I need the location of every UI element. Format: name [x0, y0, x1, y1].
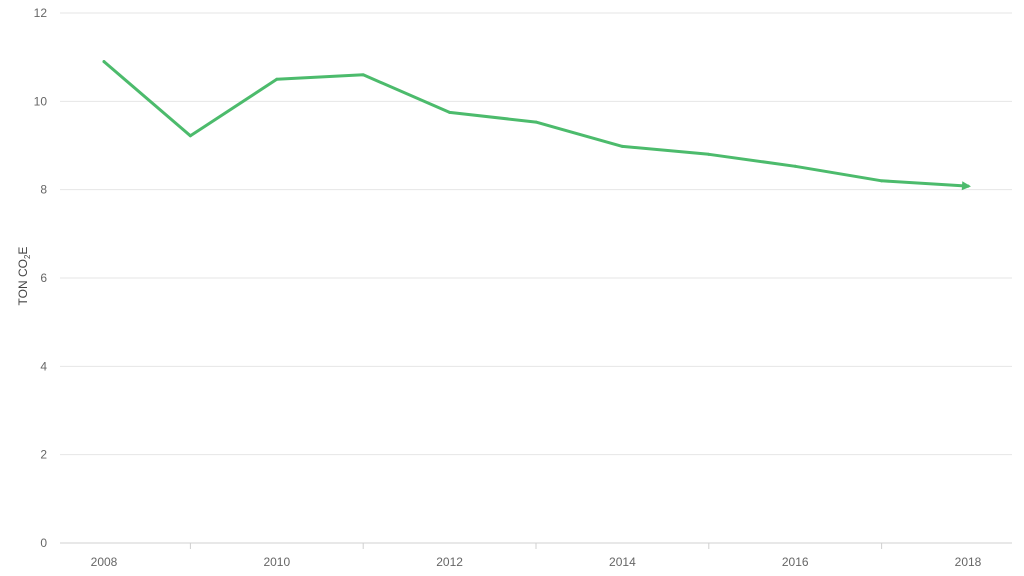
- data-point: [448, 110, 452, 114]
- y-gridlines: [60, 12, 1012, 456]
- x-tick-labels: 2008 2010 2012 2014 2016 2018: [91, 555, 982, 569]
- data-point: [361, 73, 365, 77]
- series-line: [102, 60, 970, 188]
- x-tick-label: 2014: [609, 555, 636, 569]
- data-point: [620, 144, 624, 148]
- x-tick-label: 2016: [782, 555, 809, 569]
- y-tick-label: 10: [34, 94, 48, 108]
- data-point: [880, 179, 884, 183]
- series-end-arrow: [961, 181, 971, 191]
- y-tick-label: 8: [40, 183, 47, 197]
- data-point: [275, 77, 279, 81]
- y-tick-label: 6: [40, 271, 47, 285]
- series-group: [102, 60, 971, 191]
- y-tick-label: 4: [40, 359, 47, 373]
- data-point: [534, 120, 538, 124]
- x-axis: [60, 542, 1012, 549]
- data-point: [793, 164, 797, 168]
- y-tick-label: 0: [40, 536, 47, 550]
- y-tick-label: 2: [40, 448, 47, 462]
- y-tick-labels: 0 2 4 6 8 10 12: [34, 6, 48, 550]
- data-point: [707, 152, 711, 156]
- x-tick-label: 2012: [436, 555, 463, 569]
- x-tick-label: 2008: [91, 555, 118, 569]
- x-tick-label: 2018: [955, 555, 982, 569]
- data-point: [188, 134, 192, 138]
- y-axis-title: TON CO2E: [16, 247, 32, 306]
- x-tick-label: 2010: [263, 555, 290, 569]
- y-tick-label: 12: [34, 6, 48, 20]
- data-point: [102, 60, 106, 64]
